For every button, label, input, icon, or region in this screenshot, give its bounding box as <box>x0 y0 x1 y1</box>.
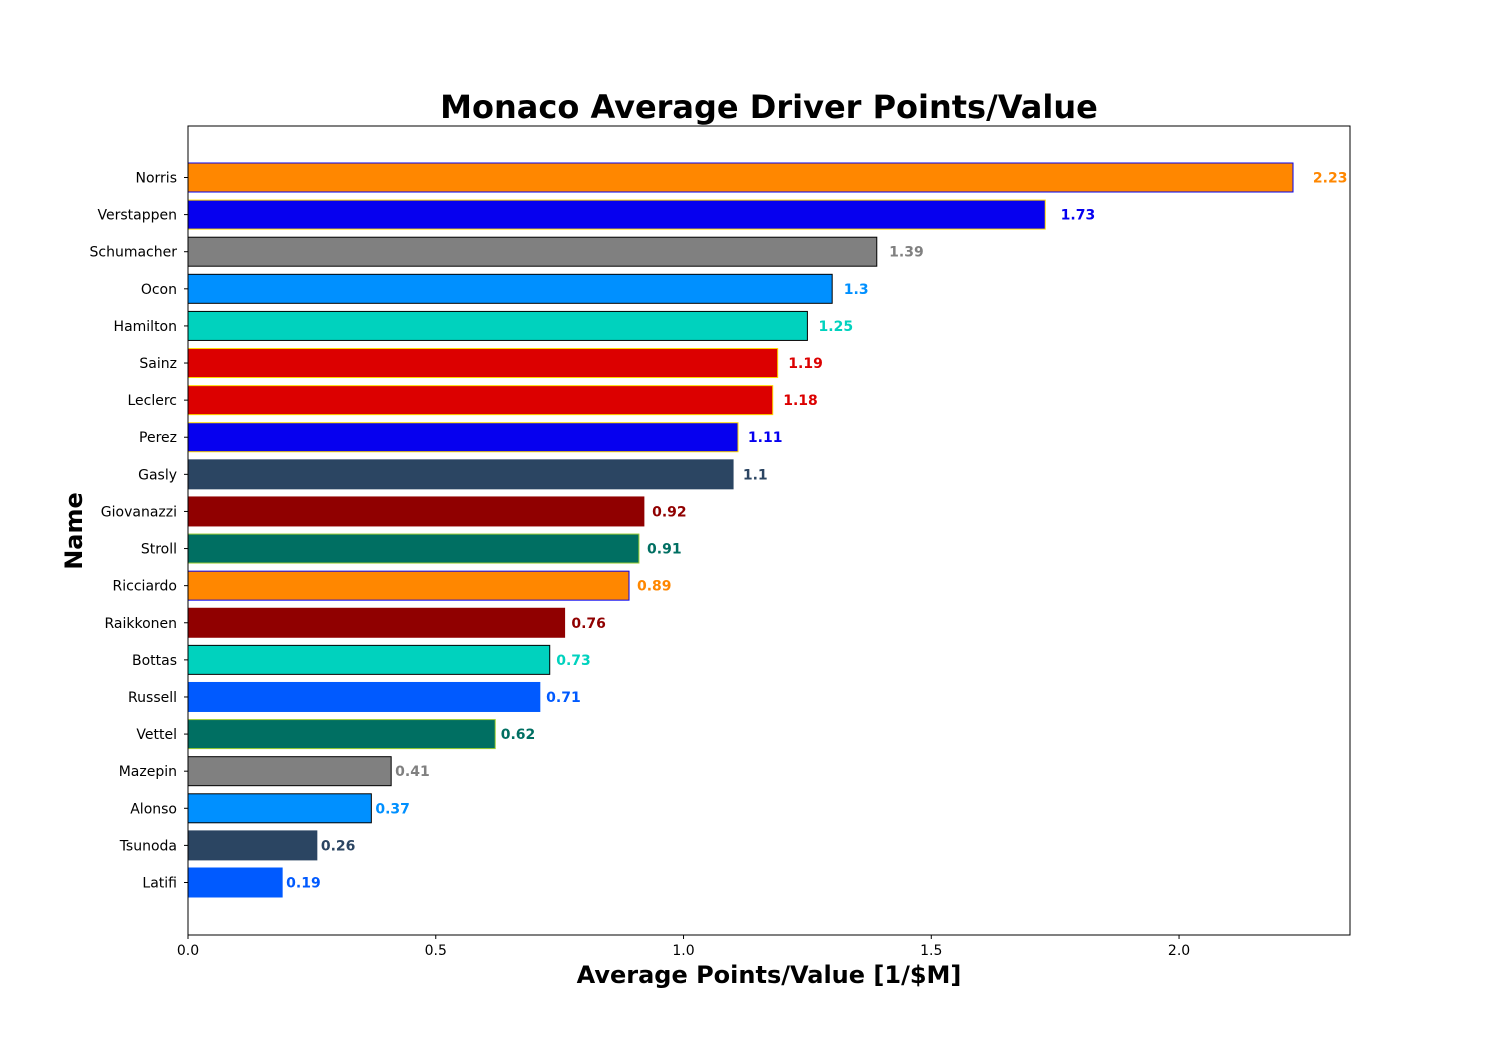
bars-group <box>187 162 1294 898</box>
value-label: 1.39 <box>889 245 924 261</box>
y-tick-label: Bottas <box>132 653 177 669</box>
bar-stroll <box>187 533 640 564</box>
bar-leclerc <box>187 385 774 416</box>
bar-giovanazzi <box>187 496 645 527</box>
value-label: 1.19 <box>788 356 823 372</box>
bar-norris <box>187 162 1294 193</box>
y-tick-label: Ocon <box>141 282 177 298</box>
value-label: 1.25 <box>819 319 854 335</box>
bar-alonso <box>187 793 372 824</box>
value-label: 0.71 <box>546 690 581 706</box>
value-label: 0.62 <box>501 727 536 743</box>
x-axis-label: Average Points/Value [1/$M] <box>577 961 962 989</box>
y-tick-label: Raikkonen <box>104 616 177 632</box>
value-label: 0.26 <box>321 838 356 854</box>
bar-russell <box>187 681 541 712</box>
y-tick-label: Norris <box>136 171 178 187</box>
value-label: 0.76 <box>571 616 606 632</box>
value-label: 0.89 <box>637 579 672 595</box>
y-tick-label: Tsunoda <box>119 838 177 854</box>
value-label: 0.37 <box>375 801 410 817</box>
bar-sainz <box>187 348 779 379</box>
bar-tsunoda <box>187 830 318 861</box>
value-label: 1.1 <box>743 467 768 483</box>
bar-ocon <box>187 273 833 304</box>
x-tick-label: 2.0 <box>1168 943 1190 959</box>
value-label: 0.19 <box>286 876 321 892</box>
y-tick-label: Latifi <box>142 876 177 892</box>
value-labels: 2.23 1.73 1.39 1.3 1.25 1.19 1.18 1.11 1.1 0.92 0.… <box>286 171 1347 892</box>
y-tick-label: Giovanazzi <box>101 504 177 520</box>
bar-vettel <box>187 719 496 750</box>
y-tick-label: Perez <box>139 430 177 446</box>
value-label: 1.11 <box>748 430 783 446</box>
bar-verstappen <box>187 199 1046 230</box>
chart-title: Monaco Average Driver Points/Value <box>440 88 1098 126</box>
y-tick-label: Alonso <box>130 801 177 817</box>
value-label: 2.23 <box>1313 171 1348 187</box>
y-axis-label: Name <box>60 492 88 570</box>
bar-raikkonen <box>187 607 566 638</box>
bar-hamilton <box>187 310 808 341</box>
value-label: 1.3 <box>844 282 869 298</box>
bar-bottas <box>187 644 551 675</box>
bar-schumacher <box>187 236 878 267</box>
y-tick-label: Russell <box>128 690 177 706</box>
value-label: 0.73 <box>556 653 591 669</box>
bar-mazepin <box>187 756 392 787</box>
y-tick-label: Vettel <box>136 727 177 743</box>
y-tick-label: Schumacher <box>90 245 178 261</box>
y-tick-label: Verstappen <box>98 208 177 224</box>
y-tick-label: Leclerc <box>127 393 177 409</box>
y-tick-label: Stroll <box>141 542 177 558</box>
x-ticks: 0.0 0.5 1.0 1.5 2.0 <box>177 935 1190 959</box>
plot-frame <box>187 125 1351 936</box>
bar-latifi <box>187 867 283 898</box>
value-label: 0.92 <box>652 504 687 520</box>
bar-gasly <box>187 459 734 490</box>
y-tick-labels: Norris Verstappen Schumacher Ocon Hamilton Sa… <box>90 171 188 892</box>
bar-ricciardo <box>187 570 630 601</box>
bar-perez <box>187 422 739 453</box>
value-label: 0.41 <box>395 764 430 780</box>
x-tick-label: 1.5 <box>920 943 942 959</box>
y-tick-label: Ricciardo <box>113 579 177 595</box>
y-tick-label: Gasly <box>138 467 177 483</box>
value-label: 1.18 <box>783 393 818 409</box>
x-tick-label: 0.0 <box>177 943 199 959</box>
value-label: 0.91 <box>647 542 682 558</box>
value-label: 1.73 <box>1061 208 1096 224</box>
y-tick-label: Mazepin <box>119 764 177 780</box>
y-tick-label: Sainz <box>139 356 177 372</box>
y-tick-label: Hamilton <box>114 319 177 335</box>
x-tick-label: 0.5 <box>425 943 447 959</box>
x-tick-label: 1.0 <box>672 943 694 959</box>
